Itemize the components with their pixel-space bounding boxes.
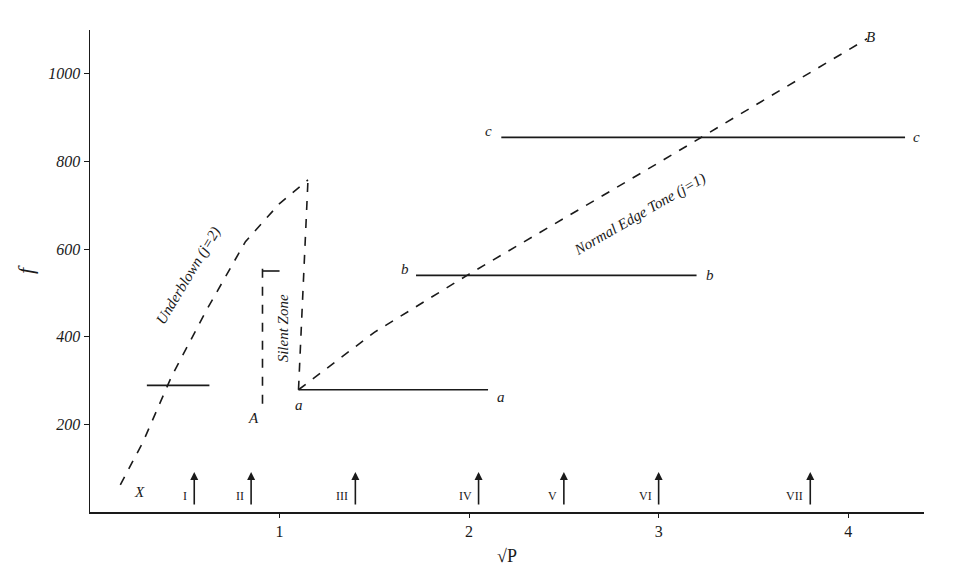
svg-text:2: 2 [465, 523, 473, 540]
svg-text:c: c [913, 129, 920, 145]
svg-text:4: 4 [844, 523, 852, 540]
svg-text:VII: VII [786, 489, 803, 503]
svg-text:f: f [13, 265, 38, 274]
svg-text:Underblown (j=2): Underblown (j=2) [153, 224, 225, 328]
svg-text:A: A [248, 410, 259, 426]
svg-text:X: X [134, 484, 145, 500]
svg-text:c: c [485, 123, 492, 139]
svg-text:400: 400 [56, 328, 80, 345]
svg-text:800: 800 [56, 153, 80, 170]
svg-text:I: I [183, 489, 187, 503]
svg-text:II: II [236, 489, 244, 503]
svg-text:200: 200 [56, 416, 80, 433]
svg-text:IV: IV [459, 489, 472, 503]
svg-text:b: b [706, 267, 714, 283]
svg-text:Silent Zone: Silent Zone [275, 294, 291, 362]
svg-text:a: a [295, 397, 303, 413]
svg-text:B: B [866, 29, 875, 45]
svg-text:a: a [497, 389, 505, 405]
svg-text:VI: VI [639, 489, 652, 503]
svg-text:V: V [548, 489, 557, 503]
svg-text:3: 3 [655, 523, 663, 540]
svg-text:III: III [336, 489, 348, 503]
svg-text:√P: √P [497, 546, 517, 566]
svg-text:b: b [401, 261, 409, 277]
svg-text:1000: 1000 [48, 65, 80, 82]
svg-text:Normal Edge Tone (j=1): Normal Edge Tone (j=1) [571, 170, 709, 259]
svg-text:1: 1 [276, 523, 284, 540]
svg-text:600: 600 [56, 241, 80, 258]
